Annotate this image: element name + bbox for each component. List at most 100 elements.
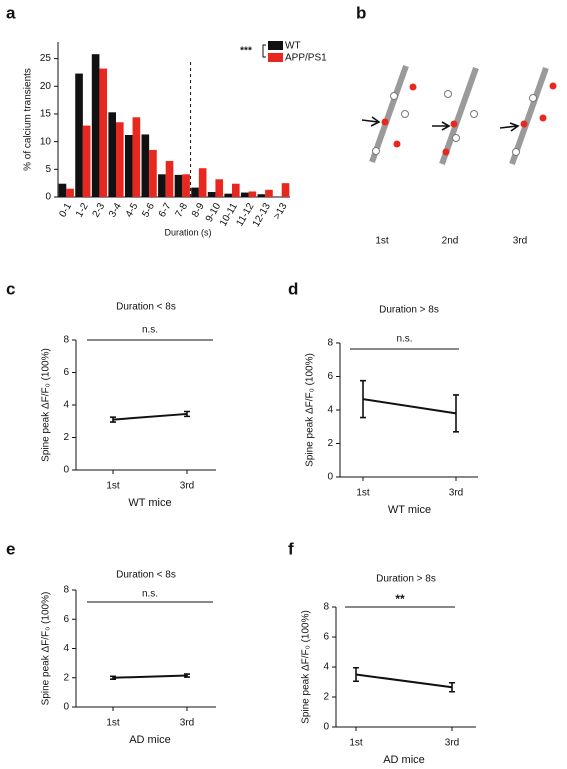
spine (470, 110, 478, 118)
x-tick-label: >13 (272, 201, 290, 222)
y-tick-label: 4 (323, 662, 329, 673)
error-bar (110, 416, 116, 423)
error-bar (184, 673, 190, 678)
dendrite (509, 66, 549, 166)
bar (198, 168, 207, 197)
annotation: n.s. (142, 589, 158, 600)
error-bar (449, 681, 455, 693)
y-tick-label: 2 (63, 672, 69, 683)
bar (191, 187, 199, 197)
legend-label: APP/PS1 (285, 53, 327, 64)
x-tick-label: 12-13 (251, 201, 274, 229)
bar (149, 149, 157, 197)
y-tick-label: 0 (63, 465, 69, 476)
panel-label: d (288, 279, 298, 298)
x-tick-label: 7-8 (173, 201, 190, 219)
arrow (432, 121, 451, 131)
spine (539, 114, 547, 122)
x-tick-label: 1-2 (74, 201, 91, 219)
x-axis-label: AD mice (129, 734, 171, 746)
y-tick-label: 8 (63, 585, 69, 596)
panel-label: a (6, 3, 16, 22)
chart-title: Duration > 8s (379, 305, 439, 316)
y-tick-label: 15 (40, 109, 52, 120)
spine (444, 90, 452, 98)
error-bar (110, 675, 116, 681)
x-tick-label: 6-7 (157, 201, 174, 219)
y-tick-label: 8 (323, 602, 329, 613)
bar (91, 54, 100, 197)
dendrite-diagram (432, 66, 479, 166)
y-tick-label: 4 (327, 405, 333, 416)
bar (257, 194, 266, 197)
spine (512, 148, 520, 156)
spine (452, 134, 460, 142)
line (112, 412, 188, 421)
x-axis-label: AD mice (383, 754, 425, 766)
bar (66, 188, 74, 197)
bar (82, 125, 91, 197)
bracket (262, 44, 266, 58)
bar (141, 134, 150, 197)
bar (207, 192, 216, 197)
x-tick-label: 1st (106, 718, 120, 729)
x-tick-label: 3rd (445, 738, 459, 749)
bar (174, 174, 183, 197)
legend-swatch (268, 53, 283, 62)
x-tick-label: 1st (106, 481, 120, 492)
y-tick-label: 6 (327, 371, 333, 382)
x-axis-label: WT mice (128, 497, 171, 509)
y-axis-label: Spine peak ΔF/F₀ (100%) (41, 348, 52, 462)
error-bar (184, 410, 190, 418)
bar (248, 191, 257, 197)
annotation: ** (395, 592, 405, 606)
chart-title: Duration > 8s (376, 574, 436, 585)
panel-label: b (356, 3, 366, 22)
y-tick-label: 8 (327, 338, 333, 349)
bar (265, 189, 273, 197)
y-tick-label: 2 (327, 438, 333, 449)
y-tick-label: 5 (45, 164, 51, 175)
bar (116, 122, 124, 197)
bar (281, 183, 290, 197)
arrow (361, 116, 381, 127)
spine (393, 140, 401, 148)
bar (75, 73, 83, 197)
chart-title: Duration < 8s (116, 302, 176, 313)
y-axis-label: Spine peak ΔF/F₀ (100%) (41, 592, 52, 706)
panel-label: e (6, 539, 15, 558)
annotation: *** (240, 46, 252, 57)
spine (450, 120, 458, 128)
bar (182, 174, 190, 197)
y-tick-label: 2 (323, 692, 329, 703)
x-axis-label: Duration (s) (164, 227, 211, 237)
panel-label: c (6, 279, 15, 298)
spine (381, 118, 389, 126)
bar (224, 193, 232, 197)
y-tick-label: 0 (327, 472, 333, 483)
error-bar (353, 666, 359, 683)
bar (132, 117, 141, 197)
y-tick-label: 6 (63, 367, 69, 378)
diagram: 1st 2nd 3rd (361, 64, 557, 247)
error-bar (360, 379, 366, 419)
chart-title: Duration < 8s (116, 570, 176, 581)
x-tick-label: 2-3 (91, 201, 108, 219)
diagram-label: 2nd (442, 236, 459, 247)
spine (409, 83, 417, 91)
y-tick-label: 10 (40, 136, 52, 147)
spine (529, 94, 537, 102)
y-tick-label: 6 (63, 614, 69, 625)
spine (520, 120, 528, 128)
panel-label: f (288, 539, 294, 558)
spine (549, 82, 557, 90)
legend-label: WT (285, 41, 301, 52)
y-tick-label: 20 (40, 81, 52, 92)
y-tick-label: 0 (45, 192, 51, 203)
x-tick-label: 0-1 (57, 201, 74, 219)
x-tick-label: 1st (356, 488, 370, 499)
y-tick-label: 4 (63, 400, 69, 411)
spine (442, 148, 450, 156)
